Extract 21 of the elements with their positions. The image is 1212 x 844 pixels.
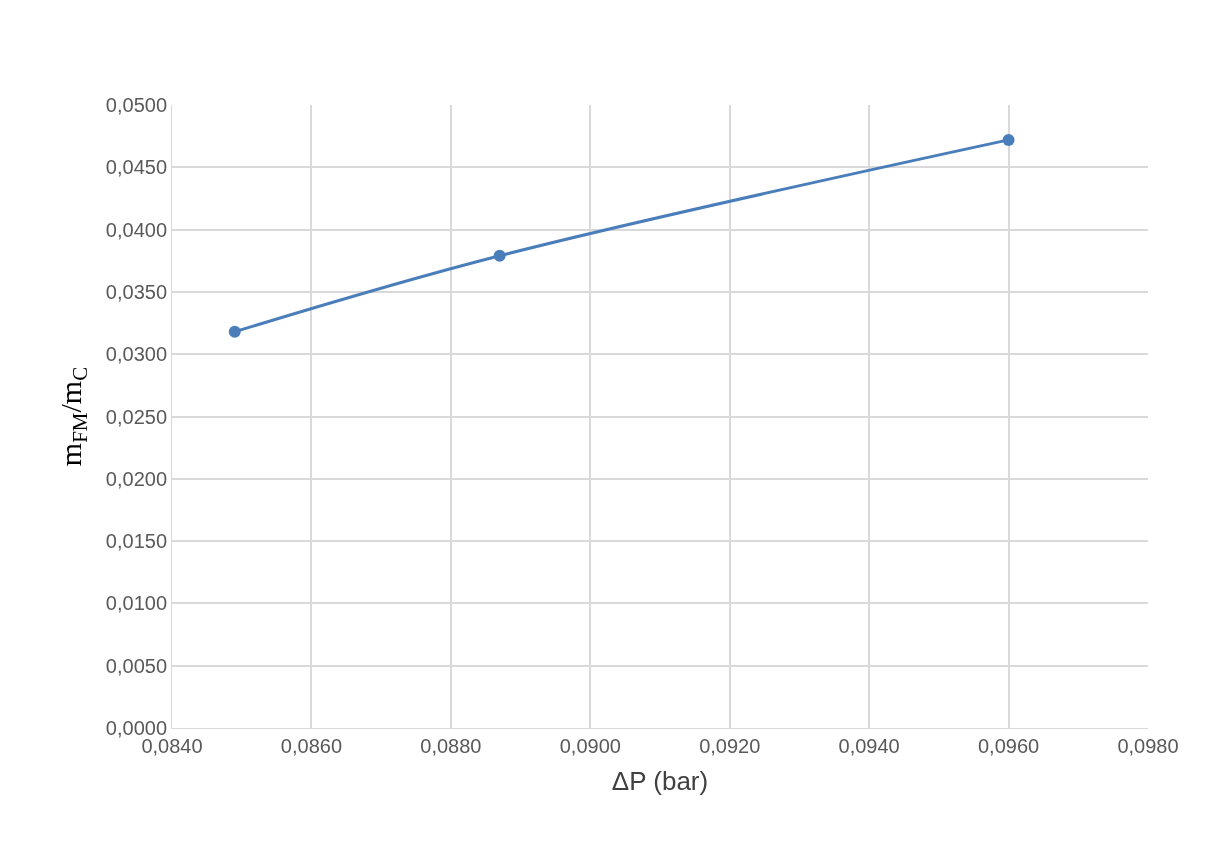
- y-tick-label: 0,0500: [105, 94, 167, 116]
- y-tick-label: 0,0200: [105, 467, 167, 490]
- y-tick-label: 0,0400: [105, 218, 167, 241]
- x-tick-label: 0,0920: [699, 735, 761, 757]
- y-tick-label: 0,0100: [105, 592, 167, 615]
- x-tick-label: 0,0940: [838, 735, 900, 757]
- y-tick-label: 0,0050: [105, 654, 167, 677]
- point: [228, 325, 241, 338]
- y-tick-label: 0,0300: [105, 343, 167, 366]
- y-tick-label: 0,0150: [105, 530, 167, 553]
- x-tick-label: 0,0960: [977, 735, 1040, 757]
- x-axis-title: ΔP (bar): [611, 765, 709, 796]
- x-tick-label: 0,0880: [420, 735, 482, 757]
- x-tick-label: 0,0900: [559, 735, 621, 757]
- x-tick-label: 0,0980: [1117, 735, 1179, 757]
- point: [1002, 133, 1015, 146]
- x-tick-label: 0,0860: [280, 735, 343, 757]
- y-tick-label: 0,0250: [105, 405, 167, 428]
- y-tick-label: 0,0450: [105, 156, 167, 179]
- point: [493, 249, 506, 262]
- y-tick-label: 0,0350: [105, 280, 167, 303]
